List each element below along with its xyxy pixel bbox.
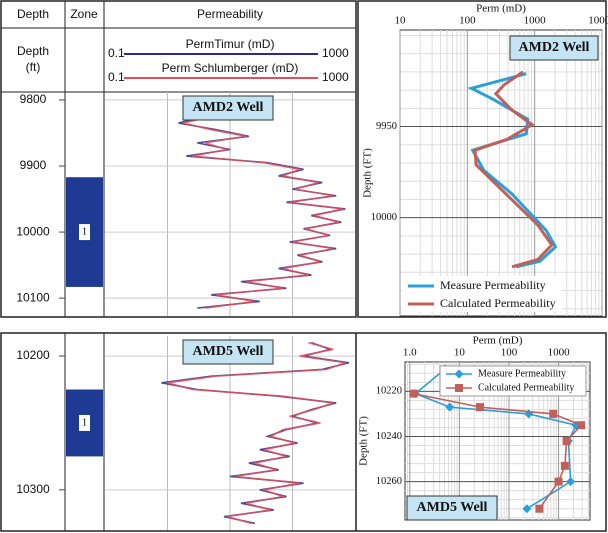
- marker: [455, 384, 463, 392]
- depth-label: 10000: [16, 224, 50, 238]
- marker: [562, 437, 571, 445]
- header-zone: Zone: [70, 7, 98, 21]
- annotation-box: [182, 95, 274, 121]
- legend-label: Calculated Permeability: [478, 382, 574, 393]
- annotation: AMD2 Well: [519, 40, 590, 55]
- y-tick-label: 10220: [376, 386, 402, 397]
- annotation-box: [182, 339, 274, 365]
- legend-label: PermTimur (mD): [186, 37, 275, 51]
- marker: [445, 402, 455, 412]
- marker: [577, 421, 586, 430]
- marker: [549, 409, 558, 418]
- annotation: AMD2 Well: [193, 100, 264, 115]
- annotation-box: [509, 35, 599, 61]
- legend-label: Calculated Permeability: [440, 296, 556, 310]
- legend-box: [439, 365, 587, 397]
- y-axis-label: Depth (FT): [362, 148, 374, 198]
- marker: [409, 389, 418, 398]
- x-tick-label: 10: [454, 347, 466, 359]
- zone-label: 1: [82, 226, 88, 238]
- marker: [560, 461, 569, 470]
- depth-unit: (ft): [26, 60, 41, 74]
- x-tick-label: 1000: [524, 15, 547, 27]
- depth-unit: Depth: [17, 44, 49, 58]
- top-chart-frame: [357, 0, 607, 318]
- legend-min: 0.1: [108, 70, 125, 84]
- depth-label: 10300: [16, 482, 50, 496]
- annotation-box: [406, 495, 498, 521]
- depth-label: 10200: [16, 348, 50, 362]
- chart-title: Perm (mD): [476, 3, 526, 15]
- chart-title: Perm (mD): [473, 335, 523, 347]
- x-tick-label: 1.0: [403, 347, 417, 359]
- x-tick-label: 10: [395, 15, 407, 27]
- legend-min: 0.1: [108, 46, 125, 60]
- x-tick-label: 10000: [588, 15, 608, 27]
- marker: [535, 504, 544, 513]
- series-line: [473, 70, 554, 269]
- header-depth: Depth: [17, 7, 49, 21]
- marker: [566, 477, 576, 487]
- x-tick-label: 100: [501, 347, 518, 359]
- annotation: AMD5 Well: [417, 500, 488, 515]
- header-permeability: Permeability: [197, 7, 263, 21]
- legend-max: 1000: [322, 70, 349, 84]
- marker: [475, 403, 484, 412]
- y-axis-label: Depth (FT): [358, 416, 370, 466]
- legend-label: Perm Schlumberger (mD): [162, 61, 299, 75]
- y-tick-label: 10240: [376, 431, 402, 442]
- log-curve: [183, 95, 344, 309]
- bottom-frame: [0, 332, 607, 532]
- marker: [522, 504, 532, 514]
- legend-box: [402, 276, 562, 312]
- top-log-frame: [0, 0, 357, 318]
- zone-label-box: [79, 224, 90, 241]
- zone-label-box: [79, 414, 90, 431]
- zone-label: 1: [82, 416, 88, 428]
- x-tick-label: 100: [459, 15, 476, 27]
- depth-label: 9900: [20, 158, 47, 172]
- y-tick-label: 10260: [376, 476, 402, 487]
- log-curve: [167, 341, 346, 525]
- legend-max: 1000: [322, 46, 349, 60]
- annotation: AMD5 Well: [193, 344, 264, 359]
- y-tick-label: 10000: [371, 212, 397, 223]
- depth-label: 9800: [20, 92, 47, 106]
- marker: [554, 477, 563, 486]
- depth-label: 10100: [16, 290, 50, 304]
- x-tick-label: 1000: [548, 347, 571, 359]
- legend-label: Measure Permeability: [440, 278, 546, 292]
- legend-label: Measure Permeability: [478, 368, 566, 379]
- marker: [454, 369, 464, 379]
- y-tick-label: 9950: [376, 121, 397, 132]
- plot-area: [399, 29, 603, 317]
- series-line: [467, 72, 558, 269]
